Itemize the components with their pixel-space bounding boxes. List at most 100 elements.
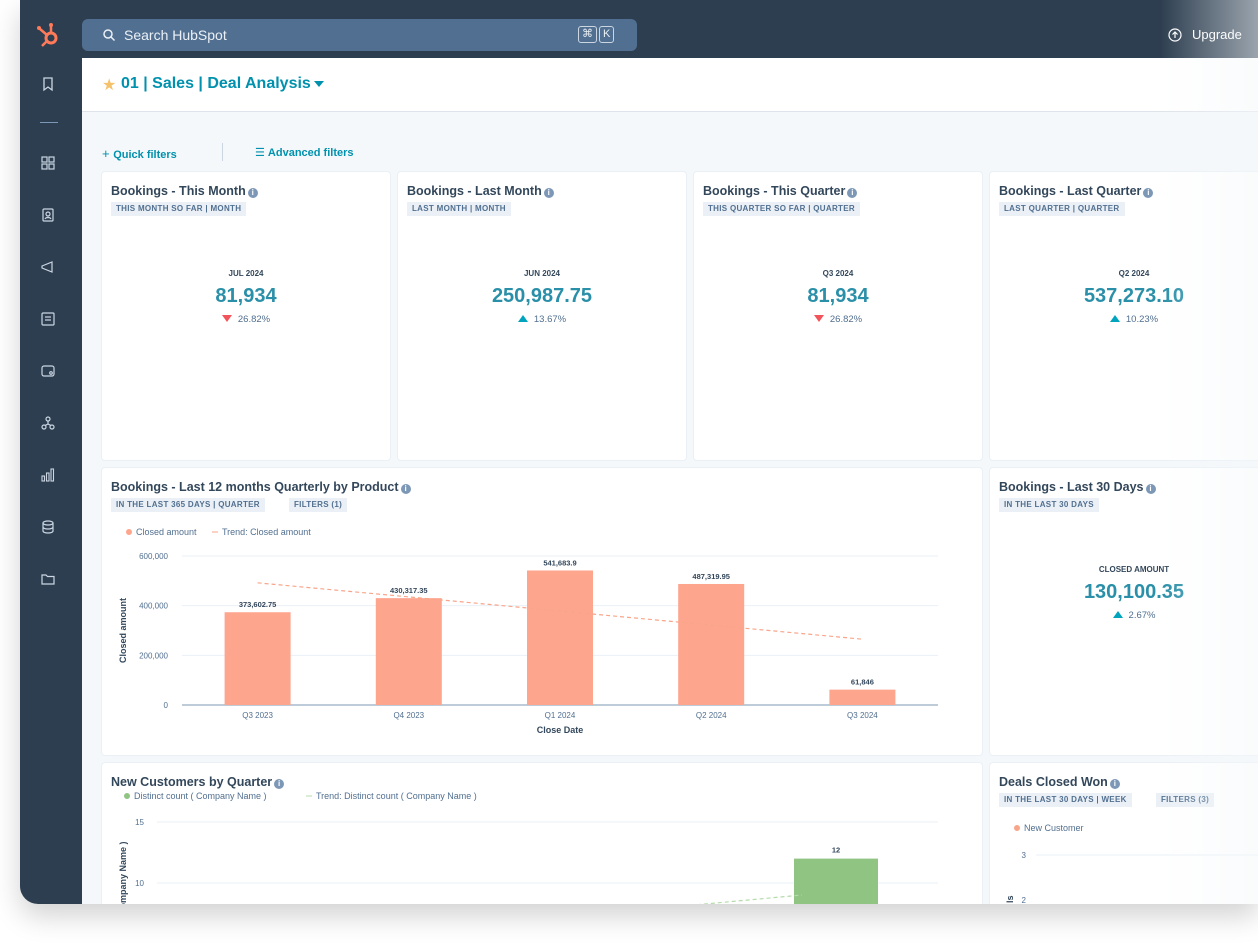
- data-management-icon[interactable]: [40, 519, 56, 535]
- bookmark-icon[interactable]: [40, 76, 56, 92]
- dashboard-dropdown-caret-icon[interactable]: [314, 81, 324, 87]
- upgrade-button[interactable]: Upgrade: [1192, 27, 1242, 42]
- quick-filters-button[interactable]: + Quick filters: [102, 146, 177, 161]
- y-tick-label: 0: [164, 701, 169, 710]
- hubspot-window: Search HubSpot ⌘ K Upgrade ★ 01 | Sales …: [20, 0, 1258, 904]
- kpi-card-this-month[interactable]: Bookings - This Month i THIS MONTH SO FAR…: [102, 172, 390, 460]
- bar: [829, 689, 896, 705]
- favorite-star-icon[interactable]: ★: [102, 77, 117, 94]
- dashboard-title[interactable]: 01 | Sales | Deal Analysis: [121, 75, 311, 92]
- y-axis-title: Closed amount: [118, 598, 128, 663]
- legend-label: New Customer: [1024, 823, 1084, 833]
- info-icon[interactable]: i: [274, 779, 285, 789]
- card-title-text: Bookings - Last Quarter: [999, 184, 1142, 198]
- bar: [375, 598, 442, 705]
- bar: [224, 612, 291, 705]
- apps-icon[interactable]: [40, 155, 56, 171]
- card-title-text: Deals Closed Won: [999, 775, 1108, 789]
- marketing-megaphone-icon[interactable]: [40, 259, 56, 275]
- sliders-icon: ☰: [255, 147, 268, 159]
- bookings-quarterly-chart-card[interactable]: Bookings - Last 12 months Quarterly by P…: [102, 468, 982, 755]
- kpi-change: 26.82%: [102, 314, 390, 325]
- info-icon[interactable]: i: [247, 188, 258, 198]
- kpi-change: 13.67%: [398, 314, 686, 325]
- card-title-text: Bookings - This Month: [111, 184, 246, 198]
- kpi-value: 81,934: [215, 285, 277, 307]
- contacts-icon[interactable]: [40, 207, 56, 223]
- left-sidebar: [20, 0, 82, 904]
- card-title: Bookings - Last Quarter i: [999, 184, 1154, 198]
- automation-icon[interactable]: [40, 415, 56, 431]
- deals-closed-won-card[interactable]: Deals Closed Won i IN THE LAST 30 DAYS | …: [990, 763, 1258, 904]
- decrease-arrow-icon: [221, 315, 232, 322]
- x-tick-label: Q1 2024: [545, 711, 576, 720]
- info-icon[interactable]: i: [1145, 484, 1156, 494]
- info-icon[interactable]: i: [543, 188, 554, 198]
- y-tick-label: 15: [135, 818, 144, 827]
- shortcut-k-key: K: [599, 26, 615, 43]
- card-title: Bookings - Last Month i: [407, 184, 554, 198]
- kpi-change: 10.23%: [990, 314, 1258, 325]
- global-search-bar[interactable]: Search HubSpot ⌘ K: [82, 19, 637, 51]
- legend-label-distinct-count: Distinct count ( Company Name ): [134, 791, 267, 801]
- date-range-tag: LAST QUARTER | QUARTER: [999, 202, 1125, 216]
- decrease-arrow-icon: [813, 315, 824, 322]
- date-range-tag: IN THE LAST 30 DAYS | WEEK: [999, 793, 1132, 807]
- info-icon[interactable]: i: [847, 188, 858, 198]
- increase-arrow-icon: [1112, 611, 1123, 618]
- dashboard-content: ★ 01 | Sales | Deal Analysis + Quick fil…: [82, 58, 1258, 904]
- advanced-filters-button[interactable]: ☰ Advanced filters: [255, 146, 354, 159]
- kpi-card-this-quarter[interactable]: Bookings - This Quarter i THIS QUARTER SO…: [694, 172, 982, 460]
- kpi-value: 250,987.75: [491, 285, 593, 307]
- kpi-card-last-30-days[interactable]: Bookings - Last 30 Days i IN THE LAST 30 …: [990, 468, 1258, 755]
- dashboard-header: ★ 01 | Sales | Deal Analysis: [82, 58, 1258, 112]
- card-title-text: Bookings - Last 12 months Quarterly by P…: [111, 480, 399, 494]
- kpi-card-last-quarter[interactable]: Bookings - Last Quarter i LAST QUARTER | …: [990, 172, 1258, 460]
- kpi-period: JUN 2024: [523, 269, 561, 278]
- kpi-change-value: 26.82%: [237, 314, 271, 325]
- legend-label-trend: Trend: Closed amount: [222, 527, 311, 537]
- x-axis-title: Close Date: [537, 725, 584, 735]
- y-tick-label: 2: [1022, 896, 1027, 904]
- bar-value-label: 12: [832, 846, 840, 855]
- date-range-tag: LAST MONTH | MONTH: [407, 202, 511, 216]
- kpi-value: 81,934: [807, 285, 869, 307]
- hubspot-logo-icon[interactable]: [34, 20, 64, 50]
- kpi-change-value: 2.67%: [1128, 610, 1156, 621]
- kpi-card-last-month[interactable]: Bookings - Last Month i LAST MONTH | MONT…: [398, 172, 686, 460]
- upgrade-arrow-icon[interactable]: [1168, 28, 1182, 42]
- bar-value-label: 61,846: [851, 678, 874, 687]
- trend-line: [257, 582, 863, 640]
- kpi-value: 130,100.35: [1083, 581, 1185, 603]
- reporting-icon[interactable]: [40, 467, 56, 483]
- x-tick-label: Q2 2024: [696, 711, 727, 720]
- y-tick-label: 600,000: [139, 552, 168, 561]
- commerce-wallet-icon[interactable]: [40, 363, 56, 379]
- new-customers-chart-card[interactable]: New Customers by Quarter i Distinct count…: [102, 763, 982, 904]
- kpi-period: JUL 2024: [228, 269, 264, 278]
- kpi-change: 26.82%: [694, 314, 982, 325]
- increase-arrow-icon: [1109, 315, 1120, 322]
- card-title: New Customers by Quarter i: [111, 775, 285, 789]
- bar-value-label: 430,317.35: [390, 586, 428, 595]
- y-tick-label: 10: [135, 879, 144, 888]
- info-icon[interactable]: i: [1143, 188, 1154, 198]
- info-icon[interactable]: i: [400, 484, 411, 494]
- y-axis-title: ompany Name ): [118, 841, 128, 904]
- trend-line: [698, 894, 803, 904]
- card-title: Bookings - Last 30 Days i: [999, 480, 1156, 494]
- y-tick-label: 3: [1022, 851, 1027, 860]
- kpi-change-value: 13.67%: [533, 314, 567, 325]
- kpi-period: Q2 2024: [1118, 269, 1150, 278]
- bookings-bar-chart: Closed amount Trend: Closed amount 0 200,00…: [118, 527, 938, 735]
- library-folder-icon[interactable]: [40, 571, 56, 587]
- info-icon[interactable]: i: [1109, 779, 1120, 789]
- kpi-period: Q3 2024: [822, 269, 854, 278]
- filters-tag: FILTERS (1): [289, 498, 348, 512]
- card-title: Bookings - This Quarter i: [703, 184, 858, 198]
- quick-filters-label: Quick filters: [113, 149, 177, 161]
- legend-swatch-distinct-count: [124, 793, 130, 799]
- new-customers-bar-chart: Distinct count ( Company Name ) Trend: Di…: [118, 791, 938, 904]
- content-icon[interactable]: [40, 311, 56, 327]
- kpi-change-value: 26.82%: [829, 314, 863, 325]
